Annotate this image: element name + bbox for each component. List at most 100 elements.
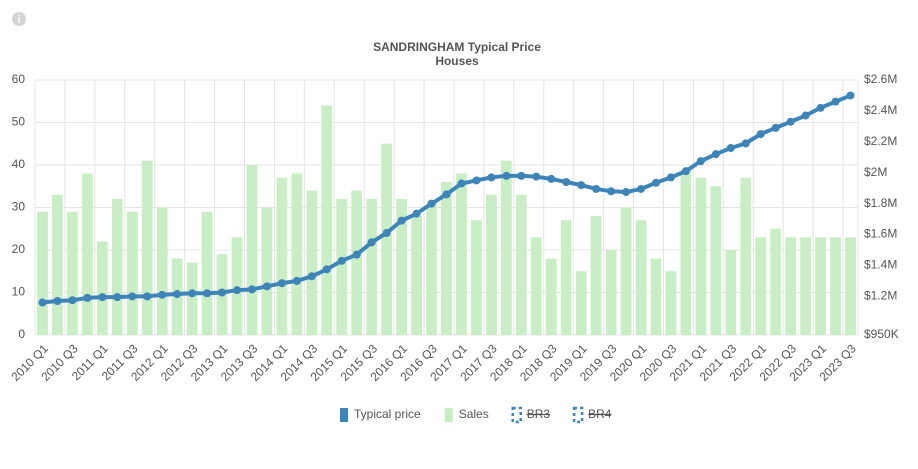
bar bbox=[560, 220, 572, 335]
bar bbox=[815, 237, 826, 335]
bar bbox=[306, 190, 318, 335]
price-point bbox=[502, 171, 511, 180]
bar bbox=[321, 105, 333, 335]
price-point bbox=[622, 188, 631, 197]
price-point bbox=[816, 103, 825, 112]
price-point bbox=[562, 178, 571, 186]
bar bbox=[456, 173, 467, 335]
price-point bbox=[352, 250, 361, 259]
y2-tick-label: $1.6M bbox=[864, 227, 897, 241]
price-point bbox=[412, 209, 421, 218]
price-point bbox=[337, 256, 346, 265]
bar bbox=[231, 237, 243, 335]
price-point bbox=[98, 293, 107, 302]
bar bbox=[156, 207, 168, 335]
bar bbox=[141, 160, 153, 335]
price-point bbox=[666, 173, 675, 182]
legend-swatch-hidden bbox=[572, 406, 584, 424]
bar bbox=[246, 165, 258, 335]
y2-tick-label: $1.4M bbox=[864, 258, 897, 272]
price-point bbox=[143, 292, 152, 301]
bar bbox=[486, 194, 497, 335]
price-point bbox=[397, 216, 406, 225]
price-point bbox=[307, 272, 316, 281]
price-point bbox=[128, 292, 137, 301]
bar bbox=[276, 177, 288, 335]
price-point bbox=[53, 297, 62, 305]
legend-swatch bbox=[444, 408, 453, 422]
y-tick-label: 20 bbox=[12, 242, 26, 256]
legend-label: Sales bbox=[459, 407, 489, 421]
bar bbox=[680, 169, 692, 335]
price-point bbox=[262, 282, 271, 291]
price-point bbox=[637, 184, 646, 193]
bar bbox=[515, 194, 527, 335]
y-tick-label: 50 bbox=[12, 115, 26, 129]
bar bbox=[201, 211, 213, 335]
y2-tick-label: $950K bbox=[864, 327, 899, 341]
legend-label: Typical price bbox=[354, 407, 421, 421]
bar bbox=[770, 228, 782, 335]
price-point bbox=[607, 187, 616, 196]
price-point bbox=[801, 111, 810, 120]
price-point bbox=[83, 293, 92, 302]
y2-tick-label: $2.2M bbox=[864, 134, 897, 148]
price-point bbox=[457, 179, 466, 188]
bar bbox=[710, 186, 722, 335]
bar bbox=[261, 207, 273, 335]
bar bbox=[67, 211, 78, 335]
bar bbox=[830, 237, 841, 335]
y2-tick-label: $1.8M bbox=[864, 196, 897, 210]
bar bbox=[426, 203, 437, 335]
y-tick-label: 0 bbox=[18, 327, 25, 341]
price-point bbox=[592, 184, 601, 193]
bar bbox=[800, 237, 812, 335]
y2-tick-label: $2.6M bbox=[864, 72, 897, 86]
bar bbox=[396, 199, 407, 335]
legend-label-hidden: BR3 bbox=[527, 407, 551, 421]
price-point bbox=[726, 144, 735, 152]
bar bbox=[785, 237, 797, 335]
bar bbox=[590, 216, 602, 335]
info-icon[interactable] bbox=[12, 12, 26, 26]
bar bbox=[545, 258, 557, 335]
bar bbox=[381, 143, 393, 335]
bar bbox=[755, 237, 767, 335]
price-point bbox=[113, 293, 122, 302]
price-point bbox=[188, 289, 197, 298]
price-point bbox=[322, 265, 331, 274]
price-point bbox=[681, 167, 690, 176]
bar bbox=[605, 250, 617, 335]
y2-tick-label: $1.2M bbox=[864, 289, 897, 303]
bar bbox=[186, 262, 198, 335]
price-point bbox=[487, 173, 496, 182]
price-point bbox=[247, 285, 256, 294]
price-point bbox=[203, 289, 212, 298]
bar bbox=[665, 271, 677, 335]
price-point bbox=[427, 199, 436, 208]
price-point bbox=[846, 91, 855, 100]
price-point bbox=[367, 238, 376, 247]
bar bbox=[575, 271, 587, 335]
price-point bbox=[651, 178, 660, 187]
bar bbox=[620, 207, 632, 335]
bar bbox=[530, 237, 542, 335]
y2-tick-label: $2M bbox=[864, 165, 887, 179]
y-tick-label: 40 bbox=[12, 157, 26, 171]
price-point bbox=[442, 190, 451, 199]
bar bbox=[740, 177, 752, 335]
bar bbox=[471, 220, 482, 335]
bar bbox=[366, 199, 378, 335]
chart-title: SANDRINGHAM Typical Price bbox=[373, 40, 541, 54]
bar bbox=[81, 173, 93, 335]
price-point bbox=[547, 174, 556, 183]
price-point bbox=[382, 229, 391, 237]
price-point bbox=[786, 117, 795, 126]
y2-tick-label: $2.4M bbox=[864, 103, 897, 117]
price-point bbox=[158, 290, 167, 299]
price-point bbox=[711, 150, 720, 159]
bar bbox=[291, 173, 303, 335]
price-point bbox=[517, 171, 526, 180]
bar bbox=[441, 182, 452, 335]
